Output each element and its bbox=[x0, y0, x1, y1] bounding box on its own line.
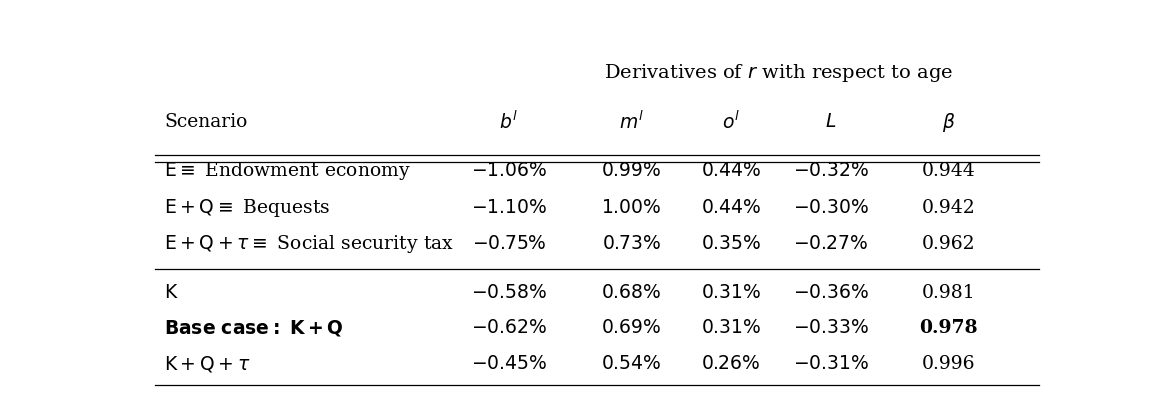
Text: $-0.36\%$: $-0.36\%$ bbox=[793, 284, 869, 302]
Text: $-0.27\%$: $-0.27\%$ bbox=[793, 235, 868, 253]
Text: $\mathrm{E+Q}\equiv$ Bequests: $\mathrm{E+Q}\equiv$ Bequests bbox=[164, 196, 331, 219]
Text: $0.44\%$: $0.44\%$ bbox=[701, 162, 762, 180]
Text: $\mathrm{E+Q+}\tau \equiv$ Social security tax: $\mathrm{E+Q+}\tau \equiv$ Social securi… bbox=[164, 233, 454, 255]
Text: $0.99\%$: $0.99\%$ bbox=[601, 162, 661, 180]
Text: $0.31\%$: $0.31\%$ bbox=[701, 284, 762, 302]
Text: $-0.58\%$: $-0.58\%$ bbox=[470, 284, 548, 302]
Text: $0.54\%$: $0.54\%$ bbox=[601, 355, 661, 373]
Text: $0.31\%$: $0.31\%$ bbox=[701, 319, 762, 337]
Text: 0.944: 0.944 bbox=[922, 162, 976, 180]
Text: $0.68\%$: $0.68\%$ bbox=[601, 284, 661, 302]
Text: $-0.31\%$: $-0.31\%$ bbox=[793, 355, 869, 373]
Text: 0.978: 0.978 bbox=[920, 319, 978, 337]
Text: $-1.06\%$: $-1.06\%$ bbox=[470, 162, 548, 180]
Text: $0.26\%$: $0.26\%$ bbox=[701, 355, 760, 373]
Text: 0.942: 0.942 bbox=[922, 199, 976, 217]
Text: $m^l$: $m^l$ bbox=[619, 111, 644, 133]
Text: $0.69\%$: $0.69\%$ bbox=[601, 319, 661, 337]
Text: $o^l$: $o^l$ bbox=[722, 111, 741, 133]
Text: $\beta$: $\beta$ bbox=[942, 111, 956, 134]
Text: $-0.62\%$: $-0.62\%$ bbox=[470, 319, 548, 337]
Text: $0.73\%$: $0.73\%$ bbox=[601, 235, 661, 253]
Text: $-0.45\%$: $-0.45\%$ bbox=[470, 355, 548, 373]
Text: $-1.10\%$: $-1.10\%$ bbox=[470, 199, 548, 217]
Text: 0.962: 0.962 bbox=[922, 235, 976, 253]
Text: 0.996: 0.996 bbox=[922, 355, 976, 373]
Text: $1.00\%$: $1.00\%$ bbox=[601, 199, 661, 217]
Text: $\mathrm{E}\equiv$ Endowment economy: $\mathrm{E}\equiv$ Endowment economy bbox=[164, 160, 412, 182]
Text: Scenario: Scenario bbox=[164, 113, 248, 131]
Text: $b^l$: $b^l$ bbox=[500, 111, 518, 133]
Text: $-0.30\%$: $-0.30\%$ bbox=[793, 199, 869, 217]
Text: $\mathrm{K+Q+}\tau$: $\mathrm{K+Q+}\tau$ bbox=[164, 354, 250, 374]
Text: $-0.75\%$: $-0.75\%$ bbox=[472, 235, 546, 253]
Text: Derivatives of $r$ with respect to age: Derivatives of $r$ with respect to age bbox=[604, 63, 954, 84]
Text: $-0.32\%$: $-0.32\%$ bbox=[793, 162, 869, 180]
Text: $0.35\%$: $0.35\%$ bbox=[701, 235, 762, 253]
Text: $\mathbf{Base\ case:\ K+Q}$: $\mathbf{Base\ case:\ K+Q}$ bbox=[164, 318, 344, 338]
Text: 0.981: 0.981 bbox=[922, 284, 976, 302]
Text: $L$: $L$ bbox=[825, 113, 837, 131]
Text: $-0.33\%$: $-0.33\%$ bbox=[793, 319, 869, 337]
Text: $0.44\%$: $0.44\%$ bbox=[701, 199, 762, 217]
Text: $\mathrm{K}$: $\mathrm{K}$ bbox=[164, 284, 179, 302]
